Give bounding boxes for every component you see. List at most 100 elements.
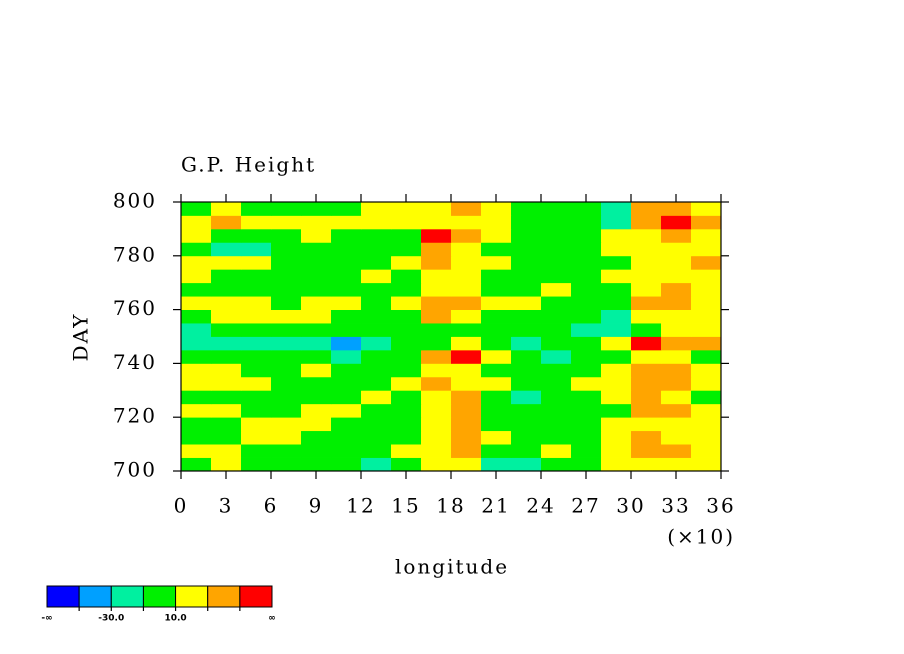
cell [601,363,632,378]
cell [541,282,572,297]
cell [271,323,302,337]
cell [541,403,572,418]
cell [601,309,632,324]
cell [601,417,632,432]
cell [511,349,542,364]
cell [631,323,662,337]
cell [301,457,332,472]
cell [301,444,332,458]
cell [571,282,602,297]
x-tick-label: 33 [661,494,690,518]
cell [361,457,392,472]
cell [391,444,422,458]
cell [331,296,362,310]
x-tick-label: 24 [526,494,555,518]
cell [241,349,272,364]
cell [511,430,542,445]
cell [331,376,362,391]
cell [451,336,482,351]
cell [181,336,212,351]
colorbar-box [207,585,241,608]
cell [511,417,542,432]
cell [301,269,332,284]
cell [331,390,362,405]
cell [211,269,242,284]
cell [571,215,602,230]
cell [571,242,602,257]
cell [361,376,392,391]
cell [661,417,692,432]
x-tick-label: 27 [571,494,600,518]
cell [451,269,482,284]
cell [211,228,242,243]
cell [601,376,632,391]
cell [391,417,422,432]
chart-title: G.P. Height [181,153,316,177]
cell [271,255,302,270]
cell [301,363,332,378]
x-tick-label: 0 [174,494,189,518]
cell [301,242,332,257]
cell [571,202,602,216]
cell [601,242,632,257]
cell [301,417,332,432]
cell [511,323,542,337]
cell [511,296,542,310]
cell [691,296,722,310]
cell [241,430,272,445]
cell [571,417,602,432]
cell [391,457,422,472]
cell [631,242,662,257]
cell [691,215,722,230]
x-tick-label: 21 [481,494,510,518]
cell [481,202,512,216]
cell [271,444,302,458]
cell [331,242,362,257]
colorbar-label: ∞ [268,614,276,624]
cell [301,255,332,270]
cell [391,269,422,284]
cell [481,430,512,445]
cell [331,444,362,458]
cell [571,309,602,324]
colorbar-box [78,585,112,608]
cell [451,215,482,230]
cell [181,457,212,472]
cell [571,363,602,378]
cell [271,363,302,378]
cell [421,202,452,216]
cell [631,363,662,378]
cell [421,215,452,230]
cell [181,309,212,324]
y-tick-label: 760 [113,296,157,320]
cell [331,323,362,337]
cell [181,417,212,432]
cell [361,309,392,324]
cell [271,349,302,364]
cell [211,202,242,216]
cell [481,390,512,405]
cell [361,255,392,270]
cell [481,417,512,432]
cell [391,363,422,378]
cell [361,269,392,284]
cell [451,282,482,297]
cell [661,376,692,391]
cell [421,349,452,364]
cell [691,202,722,216]
cell [391,215,422,230]
y-tick-label: 720 [113,404,157,428]
cell [541,242,572,257]
cell [601,457,632,472]
cell [301,215,332,230]
cell [301,349,332,364]
cell [331,349,362,364]
cell [421,242,452,257]
cell [571,376,602,391]
cell [271,390,302,405]
cell [361,403,392,418]
cell [541,336,572,351]
cell [571,228,602,243]
cell [571,457,602,472]
cell [451,430,482,445]
